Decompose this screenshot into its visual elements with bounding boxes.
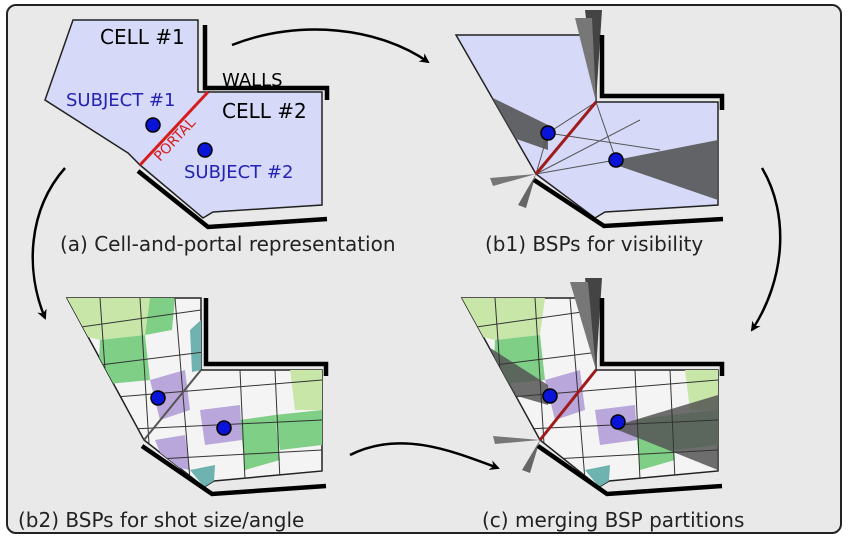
caption-c: (c) merging BSP partitions [482,508,744,532]
wall-upper [202,25,330,100]
b1-shadow-wedge-2 [518,174,536,208]
b1-shadow-right [616,140,718,200]
b1-shadow-wedge-1 [490,174,536,186]
subject-2-dot [197,142,213,158]
caption-b2: (b2) BSPs for shot size/angle [18,508,304,532]
portal-line [138,90,210,167]
walls-label: WALLS [222,70,283,91]
c-shadow-wedge-1 [493,436,540,444]
b1-subject-2 [608,152,624,168]
wall-lower [136,169,328,230]
b2-wall-lower [140,444,327,497]
subject-1-dot [145,117,161,133]
panel-b1: (b1) BSPs for visibility [454,10,725,256]
subject-2-label: SUBJECT #2 [184,162,293,183]
arrow-a-to-b1 [231,28,430,64]
b2-subject-2 [216,420,232,436]
arrow-a-to-b2 [31,167,66,320]
b1-subject-1 [540,125,556,141]
c-wall-lower [536,444,723,497]
panel-c: (c) merging BSP partitions [460,278,744,532]
c-subject-1 [542,388,558,404]
b1-wall-upper [599,35,725,110]
c-wall-upper [599,298,725,376]
caption-b1: (b1) BSPs for visibility [485,232,703,256]
caption-a: (a) Cell-and-portal representation [60,232,396,256]
arrow-b1-to-c [750,167,782,332]
c-subject-2 [610,414,626,430]
b2-partition-patches [67,298,322,487]
cell-2-label: CELL #2 [222,99,307,123]
cell-1-label: CELL #1 [100,25,185,49]
flow-arrows [31,28,782,470]
c-portal [538,369,598,441]
b2-subject-1 [150,390,166,406]
panel-b2: (b2) BSPs for shot size/angle [18,297,329,532]
arrow-b2-to-c [349,442,500,470]
b1-portal [534,101,598,175]
b2-portal [143,369,202,441]
subject-1-label: SUBJECT #1 [66,90,175,111]
c-shadow-wedge-2 [522,440,540,473]
b1-shadow-top-2 [575,18,596,102]
b1-wall-lower [532,178,724,229]
b2-wall-upper [203,298,329,376]
c-shadow-top-2 [570,282,596,370]
panel-a: CELL #1 WALLS CELL #2 SUBJECT #1 SUBJECT… [44,19,396,256]
